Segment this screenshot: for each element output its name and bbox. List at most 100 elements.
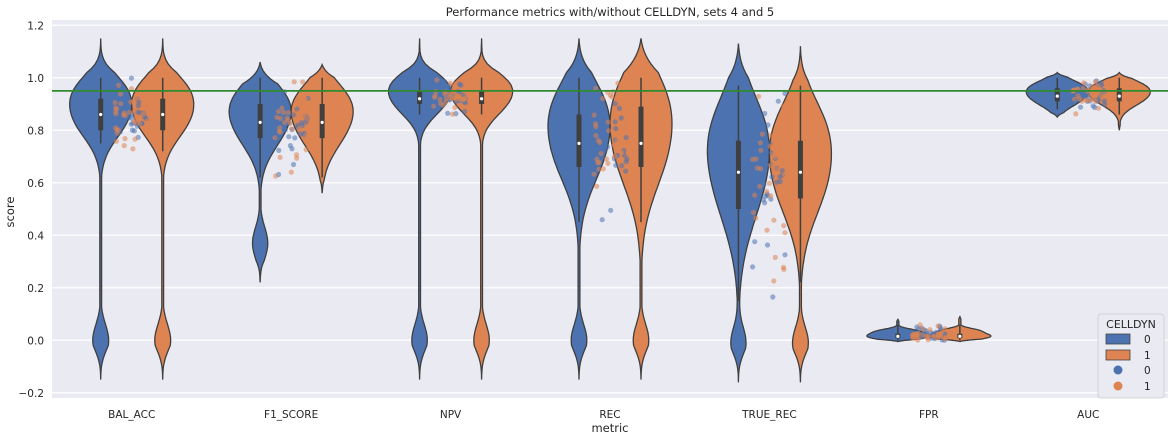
strip-point [452,104,458,111]
median-dot [417,97,422,101]
strip-point [281,109,287,116]
strip-point [600,96,606,102]
strip-point [285,110,291,116]
strip-point [1099,94,1105,100]
strip-point [288,126,295,132]
strip-point [461,77,467,83]
strip-point [463,104,470,110]
legend-point-label-0: 0 [1144,365,1151,377]
strip-point [451,81,458,87]
strip-point [1078,104,1084,110]
legend: CELLDYN 0 1 0 1 [1097,313,1165,399]
legend-point-marker-1 [1113,381,1123,391]
strip-point [300,79,306,85]
strip-point [274,103,280,109]
strip-points [112,75,1108,343]
strip-point [757,140,763,146]
strip-point [762,110,768,117]
strip-point [623,168,629,174]
strip-point [143,102,149,108]
y-tick-label: 1.2 [27,20,44,32]
strip-point [781,266,787,272]
strip-point [1095,105,1102,111]
median-dot [99,112,103,117]
strip-point [619,163,625,169]
strip-point [618,115,624,121]
strip-point [128,75,135,81]
strip-point [293,152,300,158]
violin-npv-celldyn-0 [387,38,452,380]
strip-point [112,94,118,101]
median-dot [798,170,803,174]
strip-point [137,121,143,127]
y-tick-label: 0.4 [27,230,44,242]
strip-point [446,91,452,97]
strip-point [758,147,764,153]
x-axis-label: metric [591,421,628,435]
strip-point [1093,98,1099,104]
strip-point [129,127,135,133]
y-tick-label: −0.2 [19,388,45,400]
strip-point [130,146,136,152]
strip-point [461,96,467,102]
median-dot [1117,94,1121,98]
strip-point [457,96,463,102]
strip-point [120,105,126,111]
strip-point [760,197,767,203]
strip-point [277,154,283,160]
x-tick-label: NPV [440,409,462,421]
strip-point [290,161,297,168]
strip-point [1101,98,1107,104]
legend-violin-label-0: 0 [1144,334,1151,346]
strip-point [618,149,625,156]
strip-point [927,327,933,333]
strip-point [750,264,756,270]
violin-npv-celldyn-1 [449,38,514,380]
strip-point [624,156,630,162]
strip-point [1081,80,1087,86]
strip-point [600,166,606,172]
median-dot [320,120,324,124]
strip-point [760,155,766,161]
y-tick-label: 0.2 [27,283,44,295]
chart-title: Performance metrics with/without CELLDYN… [446,5,774,19]
median-dot [577,141,581,145]
strip-point [303,147,309,153]
strip-point [916,326,922,332]
y-tick-label: 0.0 [27,335,44,347]
legend-title: CELLDYN [1106,318,1156,331]
strip-point [431,103,437,109]
strip-point [752,239,758,245]
strip-point [913,331,919,337]
strip-point [781,103,787,109]
strip-point [431,94,438,100]
strip-point [753,156,759,162]
strip-point [609,94,615,100]
strip-point [591,112,597,118]
strip-point [447,80,453,86]
strip-point [606,128,612,134]
strip-point [1090,103,1096,109]
strip-point [140,111,146,117]
strip-point [942,326,948,332]
iqr-box [576,114,582,167]
strip-point [274,114,280,120]
strip-point [113,125,119,131]
strip-point [768,163,774,169]
strip-point [115,82,122,88]
strip-point [276,147,282,153]
strip-point [616,105,623,111]
strip-point [1080,85,1086,91]
y-tick-label: 0.8 [27,125,44,137]
strip-point [623,178,629,184]
strip-point [440,102,446,108]
strip-point [285,117,291,123]
strip-point [277,125,283,131]
strip-point [286,134,292,140]
strip-point [142,93,148,100]
strip-point [774,166,780,172]
strip-point [135,103,141,109]
x-tick-labels: BAL_ACC F1_SCORE NPV REC TRUE_REC FPR AUC [108,409,1099,421]
